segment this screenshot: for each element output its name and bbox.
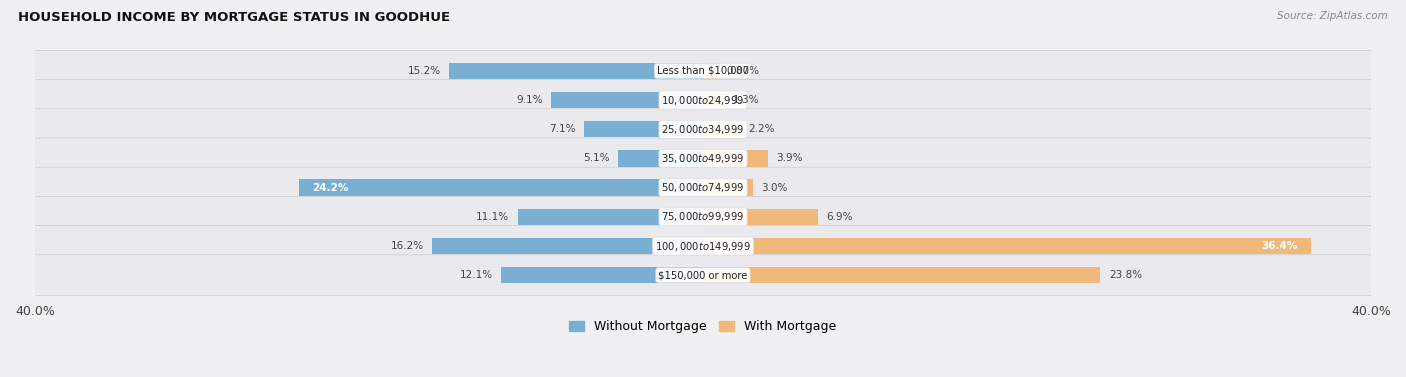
Legend: Without Mortgage, With Mortgage: Without Mortgage, With Mortgage: [567, 317, 839, 336]
Text: $25,000 to $34,999: $25,000 to $34,999: [661, 123, 745, 136]
Bar: [703, 208, 818, 225]
FancyBboxPatch shape: [30, 51, 1376, 91]
Bar: [551, 92, 703, 108]
Text: $10,000 to $24,999: $10,000 to $24,999: [661, 93, 745, 107]
FancyBboxPatch shape: [30, 255, 1376, 296]
Text: 7.1%: 7.1%: [550, 124, 576, 134]
Bar: [703, 92, 724, 108]
Text: 3.0%: 3.0%: [762, 182, 787, 193]
Text: 1.3%: 1.3%: [733, 95, 759, 105]
Text: $75,000 to $99,999: $75,000 to $99,999: [661, 210, 745, 223]
Text: 0.87%: 0.87%: [725, 66, 759, 76]
Bar: [703, 267, 1101, 284]
Text: 24.2%: 24.2%: [312, 182, 349, 193]
Bar: [703, 63, 717, 79]
Text: 11.1%: 11.1%: [477, 212, 509, 222]
FancyBboxPatch shape: [30, 196, 1376, 237]
Text: 16.2%: 16.2%: [391, 241, 425, 251]
Text: Less than $10,000: Less than $10,000: [657, 66, 749, 76]
Text: HOUSEHOLD INCOME BY MORTGAGE STATUS IN GOODHUE: HOUSEHOLD INCOME BY MORTGAGE STATUS IN G…: [18, 11, 450, 24]
FancyBboxPatch shape: [30, 80, 1376, 121]
Text: 12.1%: 12.1%: [460, 270, 492, 280]
Bar: [433, 238, 703, 254]
Text: 3.9%: 3.9%: [776, 153, 803, 164]
Bar: [517, 208, 703, 225]
Bar: [449, 63, 703, 79]
Text: Source: ZipAtlas.com: Source: ZipAtlas.com: [1277, 11, 1388, 21]
Text: 36.4%: 36.4%: [1261, 241, 1298, 251]
Text: $50,000 to $74,999: $50,000 to $74,999: [661, 181, 745, 194]
Text: 23.8%: 23.8%: [1109, 270, 1142, 280]
Bar: [585, 121, 703, 137]
Text: $150,000 or more: $150,000 or more: [658, 270, 748, 280]
Bar: [617, 150, 703, 167]
Text: 6.9%: 6.9%: [827, 212, 853, 222]
Bar: [703, 179, 754, 196]
Text: 5.1%: 5.1%: [583, 153, 609, 164]
Bar: [703, 238, 1310, 254]
FancyBboxPatch shape: [30, 225, 1376, 267]
Text: 9.1%: 9.1%: [516, 95, 543, 105]
Text: $100,000 to $149,999: $100,000 to $149,999: [655, 239, 751, 253]
FancyBboxPatch shape: [30, 138, 1376, 179]
Text: $35,000 to $49,999: $35,000 to $49,999: [661, 152, 745, 165]
FancyBboxPatch shape: [30, 109, 1376, 150]
FancyBboxPatch shape: [30, 167, 1376, 208]
Bar: [703, 150, 768, 167]
Bar: [299, 179, 703, 196]
Text: 15.2%: 15.2%: [408, 66, 441, 76]
Bar: [703, 121, 740, 137]
Bar: [501, 267, 703, 284]
Text: 2.2%: 2.2%: [748, 124, 775, 134]
